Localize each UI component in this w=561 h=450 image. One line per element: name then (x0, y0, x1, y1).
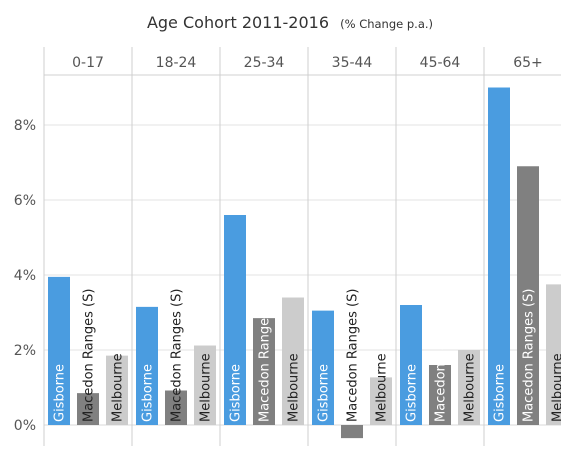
bar-label: Macedon Ranges (S) (434, 289, 449, 422)
chart-title-main: Age Cohort 2011-2016 (147, 13, 329, 32)
bar-label: Melbourne (551, 353, 561, 422)
bar-label: Gisborne (405, 364, 420, 422)
y-tick-label: 0% (14, 418, 36, 434)
bar-gisborne (312, 310, 334, 425)
y-tick-label: 2% (14, 343, 36, 359)
chart-title: Age Cohort 2011-2016 (% Change p.a.) (147, 13, 433, 32)
y-axis: 0% 2% 4% 6% 8% (14, 118, 36, 434)
chart-subtitle: (% Change p.a.) (340, 17, 433, 31)
bar-macedon-ranges-s (77, 393, 99, 425)
bar-label: Gisborne (317, 364, 332, 422)
bar-melbourne (458, 350, 480, 425)
bar-melbourne (194, 345, 216, 425)
panel-18-24: 18-24 Gisborne Macedon Ranges (S) Melbourne (131, 47, 216, 446)
bar-melbourne (106, 355, 128, 425)
y-tick-label: 8% (14, 118, 36, 134)
bar-gisborne (136, 306, 158, 425)
panel-header-label: 0-17 (72, 55, 104, 71)
panel-25-34: 25-34 Gisborne Macedon Ranges (S) Melbourne (219, 47, 304, 446)
bar-macedon-ranges-s (341, 425, 363, 439)
panel-header-label: 35-44 (332, 55, 373, 71)
bar-label: Melbourne (111, 353, 126, 422)
y-tick-label: 6% (14, 193, 36, 209)
grid-lines (44, 74, 561, 426)
bar-label: Melbourne (463, 353, 478, 422)
panel-65+: 65+ Gisborne Macedon Ranges (S) Melbourne (483, 47, 561, 446)
bar-label: Macedon Ranges (S) (346, 289, 361, 422)
bar-label: Macedon Ranges (S) (82, 289, 97, 422)
bar-gisborne (488, 87, 510, 425)
panel-header-label: 25-34 (244, 55, 285, 71)
bar-label: Gisborne (141, 364, 156, 422)
panel-35-44: 35-44 Gisborne Macedon Ranges (S) Melbourne (307, 47, 392, 446)
bar-label: Gisborne (229, 364, 244, 422)
bar-label: Melbourne (375, 353, 390, 422)
panel-header-label: 18-24 (156, 55, 197, 71)
bar-macedon-ranges-s (517, 166, 539, 425)
bar-label: Gisborne (493, 364, 508, 422)
panel-45-64: 45-64 Gisborne Macedon Ranges (S) Melbourne (395, 47, 480, 446)
panel-0-17: 0-17 Gisborne Macedon Ranges (S) Melbourne (43, 47, 128, 446)
bar-label: Macedon Ranges (S) (258, 289, 273, 422)
bar-gisborne (224, 215, 246, 425)
panel-header-label: 65+ (513, 55, 543, 71)
bar-label: Macedon Ranges (S) (522, 289, 537, 422)
bar-label: Gisborne (53, 364, 68, 422)
panel-header-label: 45-64 (420, 55, 461, 71)
bar-label: Melbourne (199, 353, 214, 422)
bar-label: Macedon Ranges (S) (170, 289, 185, 422)
bar-label: Melbourne (287, 353, 302, 422)
bar-melbourne (370, 377, 392, 425)
bar-melbourne (546, 284, 561, 425)
bar-melbourne (282, 297, 304, 425)
y-tick-label: 4% (14, 268, 36, 284)
bar-macedon-ranges-s (165, 390, 187, 425)
bar-macedon-ranges-s (429, 365, 451, 425)
bar-macedon-ranges-s (253, 318, 275, 425)
bar-gisborne (400, 305, 422, 425)
bar-gisborne (48, 276, 70, 425)
